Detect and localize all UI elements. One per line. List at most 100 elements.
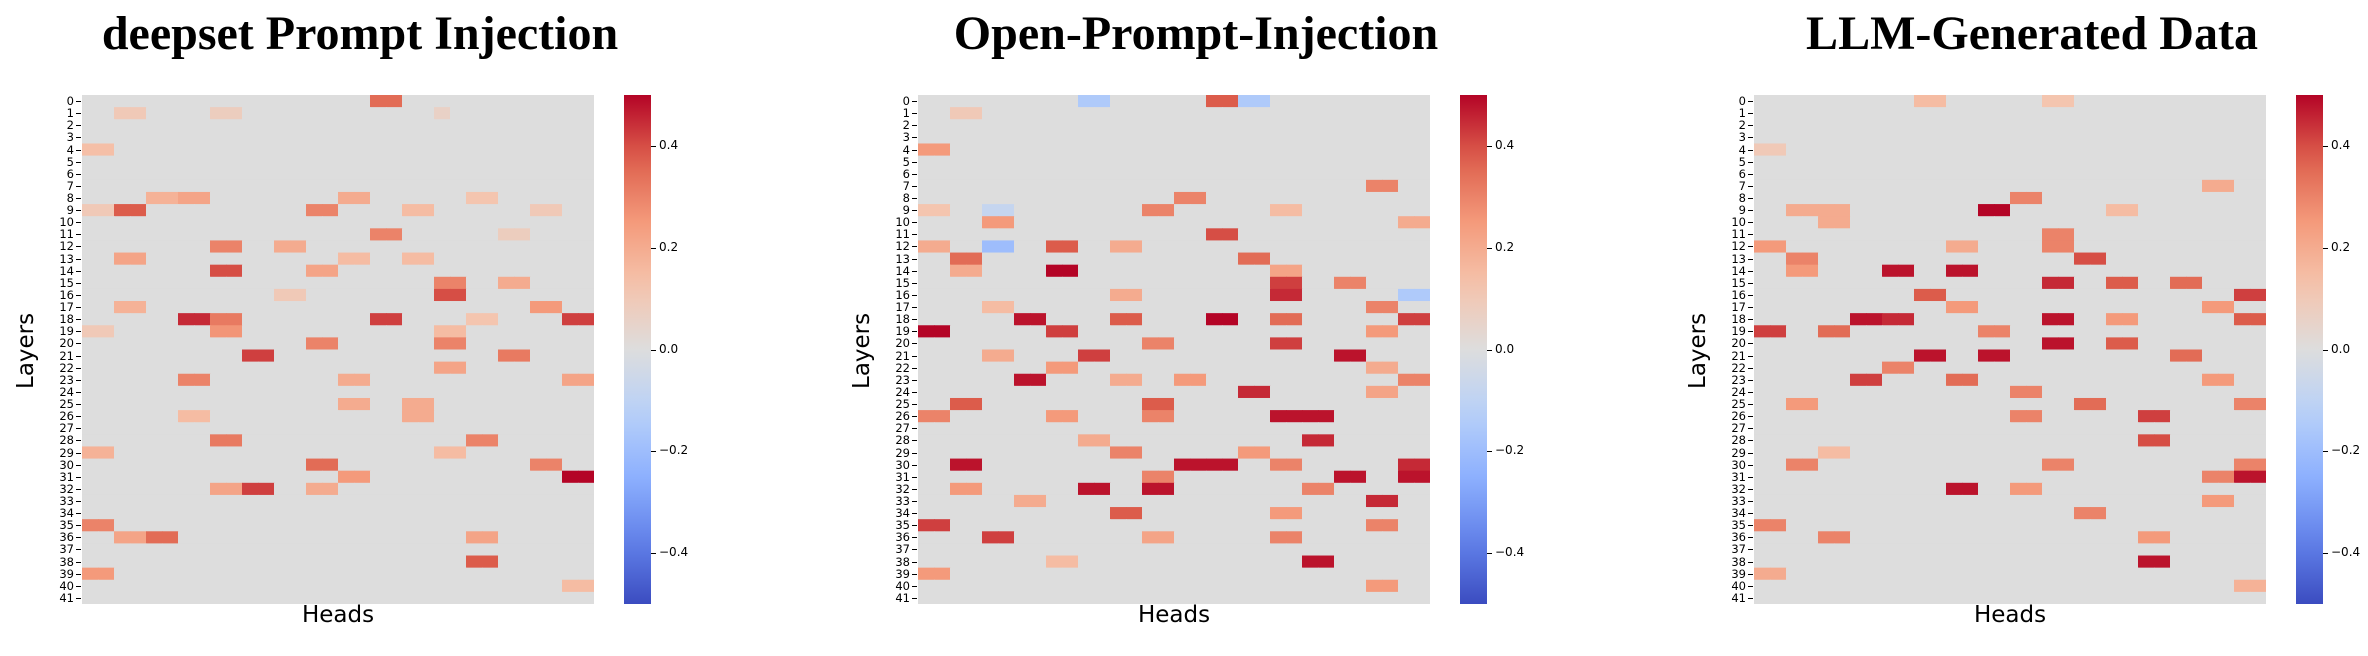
heatmap-cell bbox=[402, 385, 419, 399]
heatmap-cell bbox=[2250, 410, 2266, 423]
colorbar-tick-mark bbox=[2323, 247, 2328, 249]
heatmap-cell bbox=[1914, 288, 1931, 302]
heatmap-cell bbox=[2138, 446, 2155, 460]
heatmap-cell bbox=[1962, 410, 1979, 423]
heatmap-cell bbox=[2058, 191, 2075, 205]
heatmap-cell bbox=[2106, 507, 2123, 520]
heatmap-cell bbox=[2058, 228, 2075, 242]
heatmap-cell bbox=[1078, 131, 1095, 145]
heatmap-cell bbox=[370, 228, 387, 242]
heatmap-cell bbox=[498, 397, 515, 411]
heatmap-cell bbox=[482, 422, 499, 435]
heatmap-cell bbox=[482, 446, 499, 460]
heatmap-cell bbox=[1818, 422, 1835, 435]
heatmap-cell bbox=[2042, 191, 2059, 205]
heatmap-cell bbox=[1142, 482, 1159, 496]
heatmap-cell bbox=[146, 288, 163, 302]
heatmap-cell bbox=[1238, 191, 1255, 205]
heatmap-cell bbox=[82, 579, 99, 593]
heatmap-cell bbox=[2202, 95, 2219, 108]
heatmap-cell bbox=[82, 216, 99, 229]
heatmap-cell bbox=[418, 337, 435, 351]
heatmap-cell bbox=[1110, 179, 1127, 193]
heatmap-cell bbox=[1382, 567, 1399, 581]
heatmap-cell bbox=[1302, 325, 1319, 338]
heatmap-cell bbox=[162, 276, 179, 290]
heatmap-cell bbox=[1414, 422, 1430, 435]
heatmap-cell bbox=[130, 591, 147, 604]
heatmap-cell bbox=[1318, 458, 1335, 472]
heatmap-cell bbox=[322, 591, 339, 604]
heatmap-cell bbox=[1754, 470, 1771, 484]
heatmap-cell bbox=[354, 422, 371, 435]
heatmap-cell bbox=[1398, 276, 1415, 290]
heatmap-cell bbox=[1978, 313, 1995, 326]
heatmap-cell bbox=[1078, 167, 1095, 181]
heatmap-cell bbox=[2122, 240, 2139, 254]
heatmap-cell bbox=[210, 458, 227, 472]
heatmap-cell bbox=[950, 276, 967, 290]
heatmap-cell bbox=[1350, 458, 1367, 472]
heatmap-cell bbox=[1046, 179, 1063, 193]
heatmap-cell bbox=[290, 191, 307, 205]
heatmap-cell bbox=[1802, 204, 1819, 217]
heatmap-cell bbox=[114, 543, 131, 557]
heatmap-cell bbox=[370, 470, 387, 484]
heatmap-cell bbox=[2058, 179, 2075, 193]
heatmap-cell bbox=[2122, 349, 2139, 363]
heatmap-cell bbox=[242, 204, 259, 217]
heatmap-cell bbox=[1802, 507, 1819, 520]
heatmap-cell bbox=[2234, 434, 2251, 448]
colorbar-tick-mark bbox=[2323, 553, 2328, 555]
heatmap-cell bbox=[2122, 494, 2139, 508]
heatmap-cell bbox=[1834, 216, 1851, 229]
heatmap-cell bbox=[2106, 288, 2123, 302]
heatmap-cell bbox=[918, 155, 935, 169]
heatmap-cell bbox=[998, 410, 1015, 423]
heatmap-cell bbox=[178, 591, 195, 604]
heatmap-cell bbox=[1318, 228, 1335, 242]
heatmap-cell bbox=[290, 385, 307, 399]
heatmap-cell bbox=[1946, 276, 1963, 290]
heatmap-cell bbox=[2218, 434, 2235, 448]
y-tick-mark bbox=[76, 537, 81, 539]
heatmap-cell bbox=[578, 131, 594, 145]
heatmap-cell bbox=[514, 349, 531, 363]
heatmap-cell bbox=[210, 519, 227, 532]
heatmap-cell bbox=[1270, 458, 1287, 472]
heatmap-cell bbox=[1834, 325, 1851, 338]
heatmap-cell bbox=[1754, 567, 1771, 581]
heatmap-cell bbox=[918, 555, 935, 569]
heatmap-svg bbox=[82, 95, 594, 604]
heatmap-cell bbox=[242, 519, 259, 532]
heatmap-cell bbox=[498, 519, 515, 532]
heatmap-cell bbox=[178, 422, 195, 435]
heatmap-cell bbox=[1882, 313, 1899, 326]
heatmap-cell bbox=[2186, 301, 2203, 314]
heatmap-cell bbox=[2234, 361, 2251, 375]
heatmap-cell bbox=[1030, 119, 1047, 132]
heatmap-cell bbox=[1834, 155, 1851, 169]
heatmap-cell bbox=[402, 458, 419, 472]
heatmap-cell bbox=[1834, 143, 1851, 157]
heatmap-cell bbox=[1882, 240, 1899, 254]
heatmap-cell bbox=[82, 519, 99, 532]
heatmap-cell bbox=[998, 216, 1015, 229]
heatmap-cell bbox=[546, 519, 563, 532]
heatmap-cell bbox=[2186, 95, 2203, 108]
heatmap-cell bbox=[1414, 410, 1430, 423]
heatmap-cell bbox=[258, 240, 275, 254]
heatmap-cell bbox=[578, 531, 594, 545]
y-tick-mark bbox=[76, 549, 81, 551]
heatmap-cell bbox=[1930, 385, 1947, 399]
heatmap-cell bbox=[530, 252, 547, 266]
heatmap-cell bbox=[418, 204, 435, 217]
heatmap-cell bbox=[450, 95, 467, 108]
heatmap-cell bbox=[2122, 470, 2139, 484]
heatmap-cell bbox=[2170, 313, 2187, 326]
heatmap-cell bbox=[1786, 422, 1803, 435]
heatmap-cell bbox=[498, 543, 515, 557]
heatmap-cell bbox=[338, 107, 355, 120]
heatmap-cell bbox=[1366, 349, 1383, 363]
heatmap-cell bbox=[98, 507, 115, 520]
